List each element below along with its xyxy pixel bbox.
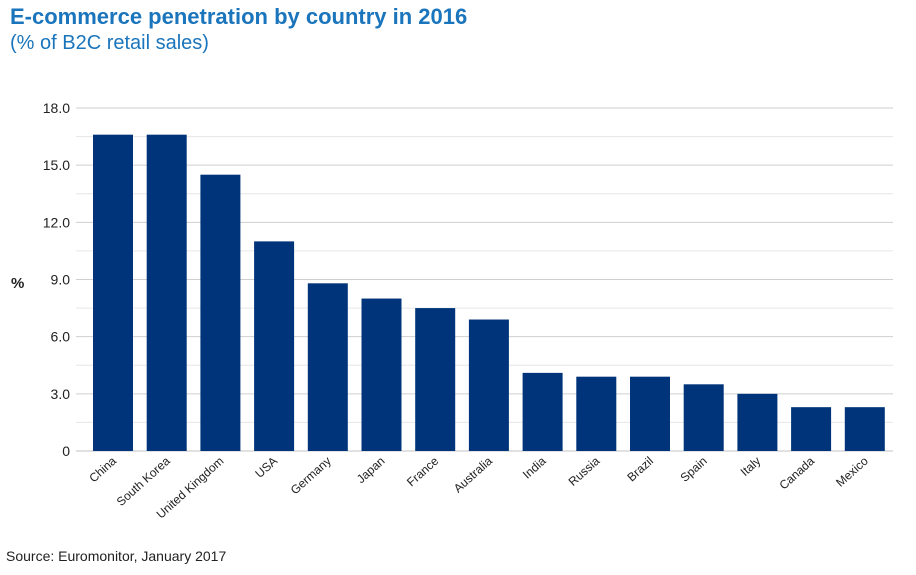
bars	[93, 134, 885, 451]
x-category-label: Canada	[776, 454, 817, 493]
bar-france	[415, 308, 456, 451]
bar-japan	[361, 298, 402, 451]
x-category-label: India	[520, 454, 549, 482]
y-tick-label: 15.0	[43, 157, 70, 173]
y-tick-label: 18.0	[43, 100, 70, 116]
bar-united-kingdom	[200, 174, 241, 451]
bar-spain	[683, 384, 724, 451]
bar-australia	[468, 319, 509, 451]
chart-subtitle: (% of B2C retail sales)	[10, 32, 209, 54]
bar-china	[93, 134, 133, 451]
x-category-label: Brazil	[624, 454, 656, 484]
bar-italy	[737, 393, 778, 451]
x-category-label: Germany	[288, 454, 334, 497]
y-tick-label: 12.0	[43, 214, 70, 230]
bar-usa	[254, 241, 295, 451]
y-tick-label: 6.0	[51, 329, 71, 345]
x-category-label: Italy	[738, 454, 764, 479]
bar-mexico	[844, 407, 885, 451]
x-category-label: Japan	[354, 454, 388, 486]
bar-germany	[307, 283, 348, 451]
bar-india	[522, 372, 563, 451]
chart-title: E-commerce penetration by country in 201…	[10, 4, 468, 29]
bar-russia	[576, 376, 617, 451]
y-tick-label: 0	[62, 443, 70, 459]
y-axis-label: %	[11, 275, 24, 292]
x-category-label: China	[86, 454, 119, 486]
x-category-label: USA	[252, 454, 280, 481]
y-axis-ticks: 0 3.0 6.0 9.0 12.0 15.0 18.0	[43, 100, 70, 459]
source-note: Source: Euromonitor, January 2017	[6, 548, 227, 564]
bar-canada	[791, 407, 832, 451]
x-category-label: Mexico	[833, 454, 871, 490]
y-tick-label: 9.0	[51, 272, 71, 288]
x-category-label: Australia	[451, 454, 495, 496]
bar-brazil	[630, 376, 670, 451]
bar-south-korea	[146, 134, 187, 451]
x-category-label: Spain	[678, 454, 710, 485]
y-tick-label: 3.0	[51, 386, 71, 402]
x-category-label: Russia	[566, 454, 603, 489]
x-category-label: France	[404, 454, 441, 490]
